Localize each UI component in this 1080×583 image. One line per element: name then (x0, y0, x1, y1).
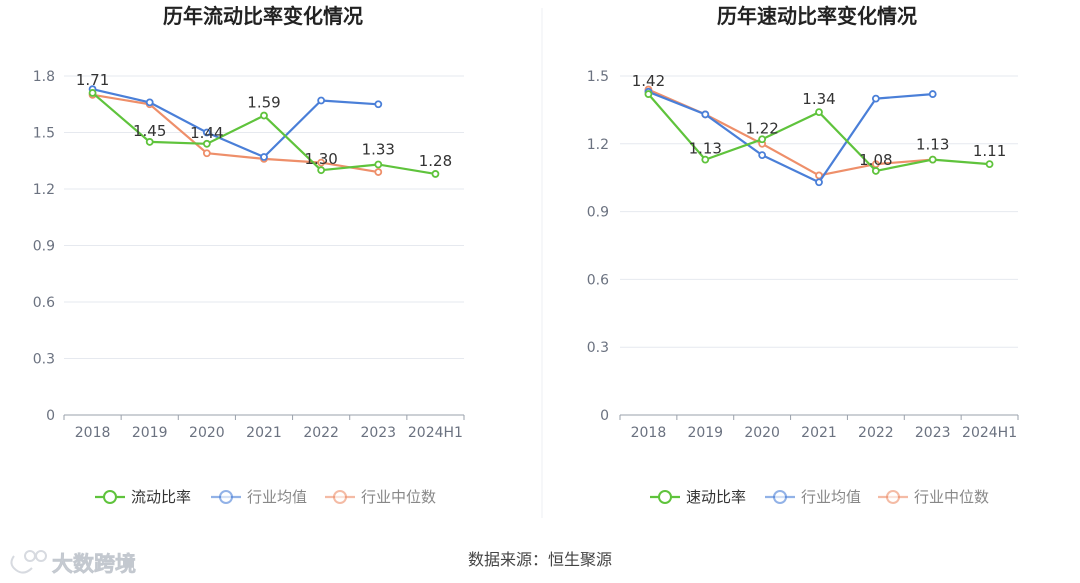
legend-item-median: 行业中位数 (325, 488, 436, 506)
data-point-main (260, 111, 268, 120)
legend-swatch-marker (773, 490, 787, 504)
legend-label: 速动比率 (686, 488, 746, 506)
watermark-text: 大数跨境 (52, 552, 136, 576)
data-point-main (644, 90, 653, 98)
x-tick-label: 2019 (132, 425, 168, 441)
data-point-avg (928, 90, 937, 98)
x-tick-label: 2019 (687, 425, 723, 441)
legend-item-main: 速动比率 (650, 488, 746, 506)
current-ratio-chart: 历年流动比率变化情况 0 0.3 0.6 0.9 1.2 1.5 1.8 2018 2019 202… (33, 4, 465, 506)
legend-swatch-marker (103, 490, 117, 504)
data-point-main (317, 166, 326, 175)
x-tick-label: 2020 (744, 425, 780, 441)
data-point-avg (202, 128, 211, 137)
x-tick-label: 2018 (75, 425, 111, 441)
data-point-main (871, 167, 880, 175)
x-tick-label: 2023 (360, 425, 396, 441)
data-point-main (374, 160, 383, 169)
y-tick-label: 0 (46, 408, 55, 424)
data-label: 1.13 (689, 140, 722, 158)
data-point-avg (758, 151, 767, 160)
data-point-avg (374, 100, 383, 109)
data-label: 1.59 (247, 94, 280, 112)
data-point-median (374, 168, 383, 176)
legend-label: 流动比率 (131, 488, 191, 506)
data-label: 1.08 (859, 151, 892, 169)
x-tick-label: 2020 (189, 425, 225, 441)
data-label: 1.71 (76, 71, 109, 89)
data-point-avg (145, 98, 154, 107)
x-tick-label: 2023 (915, 425, 951, 441)
legend-item-main: 流动比率 (95, 488, 191, 506)
data-label: 1.45 (133, 122, 166, 140)
legend-swatch-marker (219, 490, 233, 504)
legend-swatch-marker (333, 490, 347, 504)
y-tick-label: 1.5 (33, 126, 55, 142)
data-point-main (701, 155, 710, 164)
x-tick-label: 2018 (631, 425, 667, 441)
data-point-main (758, 135, 767, 144)
y-tick-label: 0.3 (587, 340, 609, 356)
legend-label: 行业中位数 (361, 488, 436, 506)
legend-label: 行业均值 (801, 488, 861, 506)
legend-item-avg: 行业均值 (211, 488, 307, 506)
data-label: 1.34 (802, 90, 835, 108)
chart-title: 历年速动比率变化情况 (717, 4, 917, 28)
data-point-avg (871, 94, 880, 103)
data-point-main (145, 138, 154, 146)
data-point-avg (815, 178, 823, 187)
series-line-median (92, 93, 379, 174)
data-label: 1.22 (745, 119, 778, 137)
data-label: 1.44 (190, 124, 223, 142)
legend-item-avg: 行业均值 (765, 488, 861, 506)
y-tick-label: 1.2 (587, 137, 609, 153)
data-point-main (815, 108, 823, 117)
data-point-median (202, 149, 211, 158)
data-label: 1.33 (362, 141, 395, 159)
legend-item-median: 行业中位数 (878, 488, 989, 506)
legend-label: 行业均值 (247, 488, 307, 506)
y-tick-label: 0.6 (587, 272, 609, 288)
series-line-avg (92, 88, 379, 159)
y-tick-label: 0.3 (33, 352, 55, 368)
data-point-avg (701, 110, 710, 119)
data-point-median (317, 158, 326, 167)
x-tick-label: 2022 (858, 425, 894, 441)
y-tick-label: 1.2 (33, 182, 55, 198)
data-point-main (928, 155, 937, 164)
data-point-main (88, 89, 97, 97)
data-label: 1.42 (632, 72, 665, 90)
data-point-main (985, 160, 994, 169)
data-point-main (431, 170, 440, 178)
data-point-main (202, 139, 211, 148)
watermark-logo-icon (10, 550, 47, 574)
x-tick-label: 2024H1 (962, 425, 1017, 441)
chart-title: 历年流动比率变化情况 (163, 4, 363, 28)
series-line-avg (647, 90, 933, 184)
y-tick-label: 0 (600, 408, 609, 424)
legend-label: 行业中位数 (914, 488, 989, 506)
footer: 大数跨境 数据来源：恒生聚源 (10, 550, 612, 576)
y-tick-label: 0.9 (587, 205, 609, 221)
data-label: 1.28 (419, 152, 452, 170)
x-tick-label: 2022 (303, 425, 339, 441)
y-tick-label: 0.6 (33, 295, 55, 311)
legend-swatch-marker (658, 490, 672, 504)
quick-ratio-chart: 历年速动比率变化情况 0 0.3 0.6 0.9 1.2 1.5 2018 2019 2020 20… (587, 4, 1019, 506)
data-label: 1.13 (916, 136, 949, 154)
y-tick-label: 1.8 (33, 69, 55, 85)
data-label: 1.11 (973, 142, 1006, 160)
y-tick-label: 1.5 (587, 69, 609, 85)
data-source: 数据来源：恒生聚源 (468, 550, 612, 569)
data-label: 1.30 (304, 150, 337, 168)
x-tick-label: 2024H1 (408, 425, 463, 441)
y-tick-label: 0.9 (33, 239, 55, 255)
legend-swatch-marker (886, 490, 900, 504)
data-point-avg (317, 96, 326, 105)
x-tick-label: 2021 (246, 425, 282, 441)
x-tick-label: 2021 (801, 425, 837, 441)
data-point-avg (260, 153, 268, 161)
